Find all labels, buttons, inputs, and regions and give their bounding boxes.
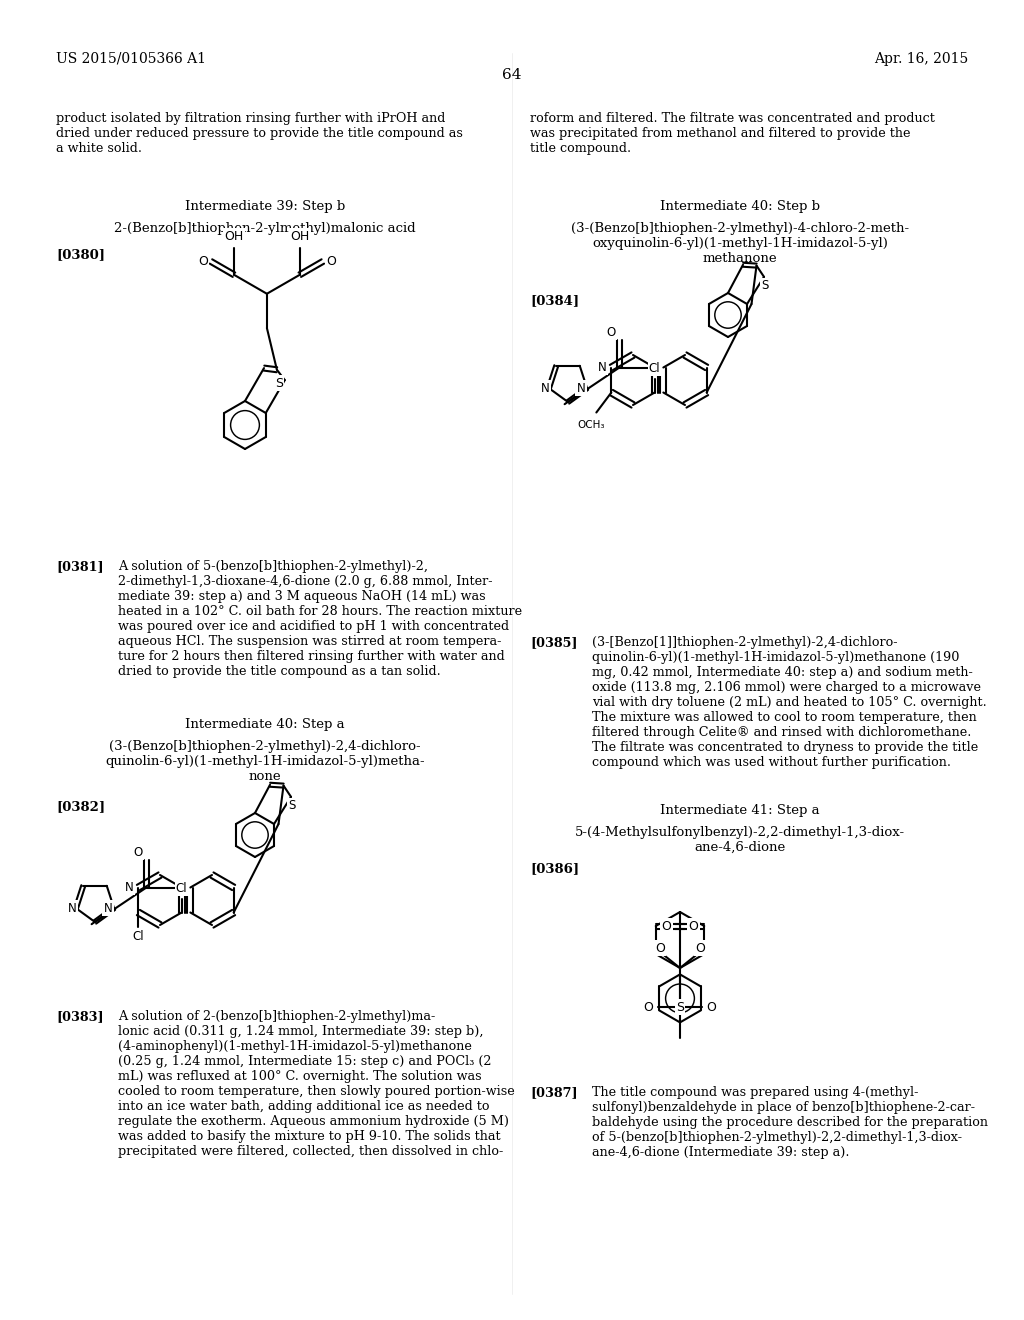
Text: [0382]: [0382] [56,800,105,813]
Text: A solution of 2-(benzo[b]thiophen-2-ylmethyl)ma-
lonic acid (0.311 g, 1.24 mmol,: A solution of 2-(benzo[b]thiophen-2-ylme… [118,1010,515,1158]
Text: S: S [289,800,296,812]
Text: Cl: Cl [649,362,660,375]
Text: OCH₃: OCH₃ [578,420,605,429]
Text: S: S [274,376,283,389]
Text: Cl: Cl [176,882,187,895]
Text: [0386]: [0386] [530,862,580,875]
Text: [0383]: [0383] [56,1010,103,1023]
Text: O: O [662,920,672,932]
Text: O: O [654,941,665,954]
Text: Intermediate 39: Step b: Intermediate 39: Step b [185,201,345,213]
Text: (3-(Benzo[b]thiophen-2-ylmethyl)-4-chloro-2-meth-
oxyquinolin-6-yl)(1-methyl-1H-: (3-(Benzo[b]thiophen-2-ylmethyl)-4-chlor… [571,222,909,265]
Text: N: N [598,360,607,374]
Text: 64: 64 [502,69,522,82]
Text: S: S [761,280,769,292]
Text: OH: OH [290,230,309,243]
Text: 2-(Benzo[b]thiophen-2-ylmethyl)malonic acid: 2-(Benzo[b]thiophen-2-ylmethyl)malonic a… [115,222,416,235]
Text: O: O [198,255,208,268]
Text: (3-(Benzo[b]thiophen-2-ylmethyl)-2,4-dichloro-
quinolin-6-yl)(1-methyl-1H-imidaz: (3-(Benzo[b]thiophen-2-ylmethyl)-2,4-dic… [105,741,425,783]
Text: O: O [134,846,143,859]
Text: product isolated by filtration rinsing further with iPrOH and
dried under reduce: product isolated by filtration rinsing f… [56,112,463,154]
Text: N: N [103,902,113,915]
Text: The title compound was prepared using 4-(methyl-
sulfonyl)benzaldehyde in place : The title compound was prepared using 4-… [592,1086,988,1159]
Text: [0380]: [0380] [56,248,105,261]
Text: Intermediate 40: Step a: Intermediate 40: Step a [185,718,345,731]
Text: N: N [541,381,549,395]
Text: O: O [695,941,706,954]
Text: 5-(4-Methylsulfonylbenzyl)-2,2-dimethyl-1,3-diox-
ane-4,6-dione: 5-(4-Methylsulfonylbenzyl)-2,2-dimethyl-… [574,826,905,854]
Text: Cl: Cl [132,931,144,942]
Text: roform and filtered. The filtrate was concentrated and product
was precipitated : roform and filtered. The filtrate was co… [530,112,935,154]
Text: (3-[Benzo[1]]thiophen-2-ylmethyl)-2,4-dichloro-
quinolin-6-yl)(1-methyl-1H-imida: (3-[Benzo[1]]thiophen-2-ylmethyl)-2,4-di… [592,636,987,770]
Text: [0381]: [0381] [56,560,103,573]
Text: [0384]: [0384] [530,294,580,308]
Text: N: N [577,381,586,395]
Text: A solution of 5-(benzo[b]thiophen-2-ylmethyl)-2,
2-dimethyl-1,3-dioxane-4,6-dion: A solution of 5-(benzo[b]thiophen-2-ylme… [118,560,522,678]
Text: [0387]: [0387] [530,1086,578,1100]
Text: O: O [707,1001,717,1014]
Text: Apr. 16, 2015: Apr. 16, 2015 [873,51,968,66]
Text: Intermediate 40: Step b: Intermediate 40: Step b [660,201,820,213]
Text: N: N [125,880,134,894]
Text: N: N [68,902,77,915]
Text: Intermediate 41: Step a: Intermediate 41: Step a [660,804,820,817]
Text: US 2015/0105366 A1: US 2015/0105366 A1 [56,51,206,66]
Text: S: S [676,1001,684,1014]
Text: O: O [644,1001,653,1014]
Text: O: O [607,326,616,339]
Text: O: O [326,255,336,268]
Text: OH: OH [224,230,244,243]
Text: O: O [688,920,698,932]
Text: [0385]: [0385] [530,636,578,649]
